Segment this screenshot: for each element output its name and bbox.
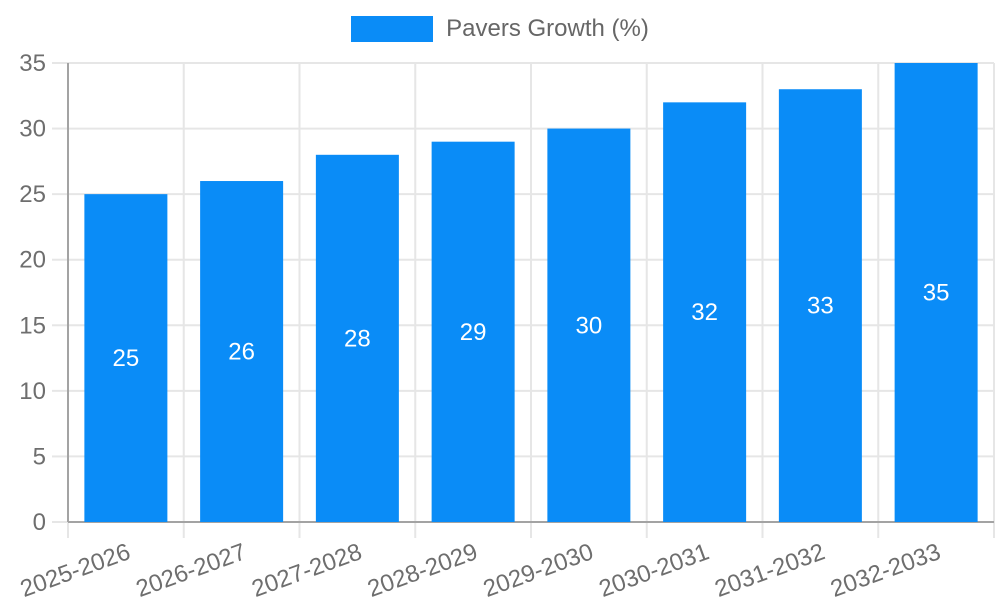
x-tick-label: 2025-2026 bbox=[17, 538, 134, 600]
bar-2030-2031[interactable] bbox=[663, 102, 747, 522]
bar-value-label: 35 bbox=[923, 280, 950, 307]
y-tick-label: 0 bbox=[33, 509, 46, 536]
bar-2025-2026[interactable] bbox=[84, 194, 168, 522]
bar-value-label: 28 bbox=[344, 325, 371, 352]
y-tick-label: 35 bbox=[19, 50, 46, 77]
bar-2028-2029[interactable] bbox=[431, 141, 515, 522]
x-tick-label: 2026-2027 bbox=[133, 538, 250, 600]
bar-value-label: 26 bbox=[228, 339, 255, 366]
x-tick-label: 2031-2032 bbox=[711, 538, 828, 600]
bar-value-label: 32 bbox=[691, 299, 718, 326]
legend-swatch bbox=[351, 16, 434, 42]
y-tick-label: 15 bbox=[19, 312, 46, 339]
bar-2027-2028[interactable] bbox=[315, 154, 399, 523]
x-tick-label: 2029-2030 bbox=[480, 538, 597, 600]
bar-value-label: 33 bbox=[807, 293, 834, 320]
bar-2026-2027[interactable] bbox=[200, 181, 284, 522]
x-tick-label: 2030-2031 bbox=[596, 538, 713, 600]
y-tick-label: 30 bbox=[19, 116, 46, 143]
bar-value-label: 25 bbox=[113, 345, 140, 372]
x-tick-label: 2032-2033 bbox=[827, 538, 944, 600]
y-tick-label: 10 bbox=[19, 378, 46, 405]
x-tick-label: 2028-2029 bbox=[364, 538, 481, 600]
y-tick-label: 5 bbox=[33, 443, 46, 470]
bar-value-label: 30 bbox=[576, 312, 603, 339]
y-tick-label: 20 bbox=[19, 247, 46, 274]
bar-value-label: 29 bbox=[460, 319, 487, 346]
bar-2031-2032[interactable] bbox=[778, 89, 862, 522]
bar-2029-2030[interactable] bbox=[547, 128, 631, 523]
legend-label: Pavers Growth (%) bbox=[446, 15, 649, 42]
chart-legend: Pavers Growth (%) bbox=[0, 16, 1000, 42]
x-tick-label: 2027-2028 bbox=[248, 538, 365, 600]
legend-item-pavers-growth[interactable]: Pavers Growth (%) bbox=[351, 16, 649, 42]
y-tick-label: 25 bbox=[19, 181, 46, 208]
bar-2032-2033[interactable] bbox=[894, 63, 978, 522]
